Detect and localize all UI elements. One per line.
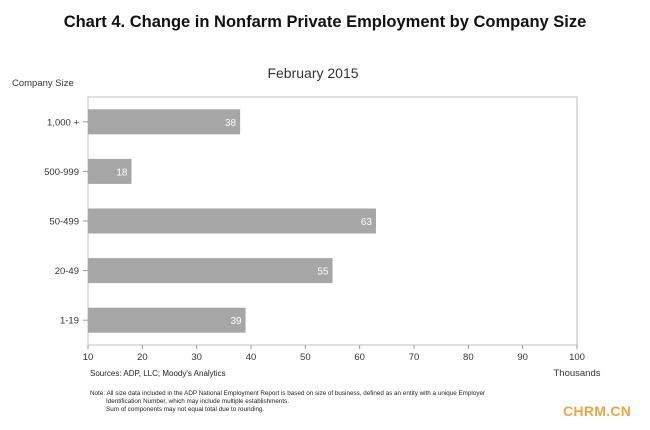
bar <box>88 109 241 135</box>
category-label: 20-49 <box>55 266 79 277</box>
bars-group: 38 1,000 + 18 500-999 63 50-499 55 20-49 39 1-19 <box>44 109 376 333</box>
bar <box>88 208 376 234</box>
chart-main-title: Chart 4. Change in Nonfarm Private Emplo… <box>63 13 587 31</box>
sources-text: Sources: ADP, LLC; Moody's Analytics <box>90 369 226 378</box>
bar-value-label: 18 <box>116 167 128 178</box>
x-tick-label: 40 <box>246 352 257 363</box>
category-label: 50-499 <box>49 217 79 228</box>
x-tick-label: 100 <box>569 352 585 363</box>
bar-value-label: 39 <box>230 316 242 327</box>
bar <box>88 158 132 184</box>
x-tick-label: 30 <box>191 352 202 363</box>
x-tick-label: 70 <box>409 352 420 363</box>
bar-value-label: 55 <box>317 267 329 278</box>
x-axis-title: Thousands <box>553 368 600 379</box>
note-line: Identification Number, which may include… <box>106 398 290 405</box>
y-axis-title: Company Size <box>12 78 74 89</box>
x-tick-label: 60 <box>354 352 365 363</box>
x-tick-label: 20 <box>137 352 148 363</box>
notes-block: Note: All size data included in the ADP … <box>90 390 590 414</box>
x-tick-label: 80 <box>463 352 474 363</box>
note-line: Sum of components may not equal total du… <box>106 406 265 413</box>
chart-subtitle: February 2015 <box>267 65 358 81</box>
category-label: 500-999 <box>44 167 79 178</box>
watermark-logo: CHRM.CN <box>563 403 632 419</box>
category-label: 1,000 + <box>47 117 79 128</box>
x-axis-ticks: 10 20 30 40 50 60 70 80 90 100 <box>83 345 585 363</box>
bar-value-label: 63 <box>361 217 373 228</box>
x-tick-label: 50 <box>300 352 311 363</box>
bar <box>88 307 246 333</box>
note-line: Note: All size data included in the ADP … <box>90 390 486 397</box>
bar-value-label: 38 <box>225 118 237 129</box>
bar <box>88 258 333 284</box>
x-tick-label: 10 <box>83 352 94 363</box>
x-tick-label: 90 <box>517 352 528 363</box>
category-label: 1-19 <box>60 316 79 327</box>
